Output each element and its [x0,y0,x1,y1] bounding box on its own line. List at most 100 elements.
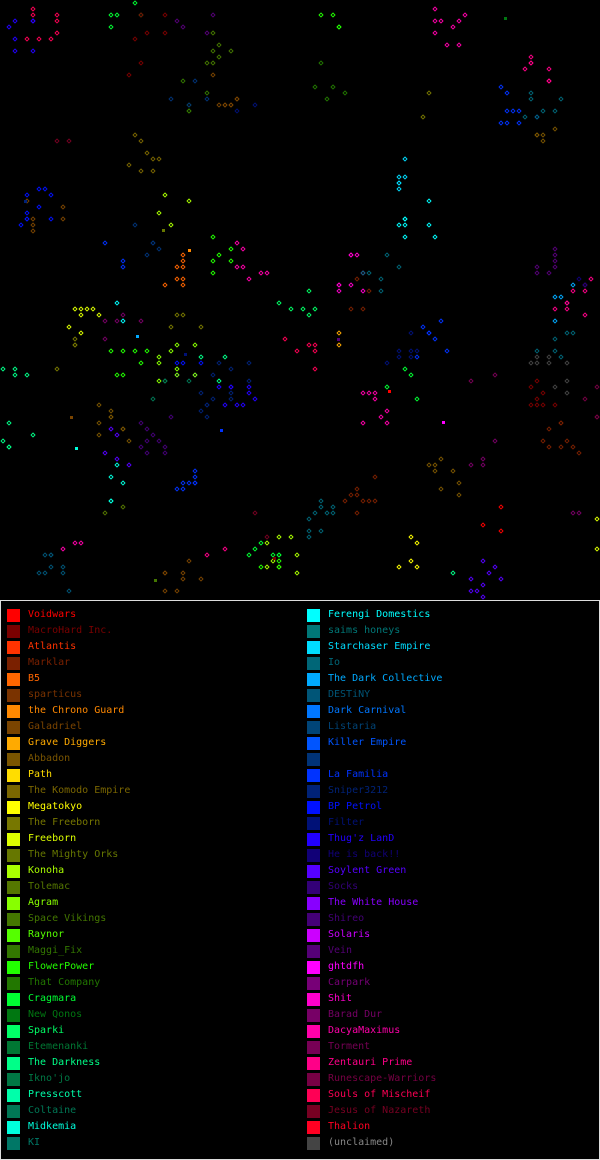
star-system-marker[interactable] [168,348,174,354]
star-system-marker[interactable] [210,60,216,66]
star-system-marker[interactable] [60,204,66,210]
star-system-marker[interactable] [150,432,156,438]
star-system-marker[interactable] [360,498,366,504]
star-system-marker[interactable] [228,102,234,108]
star-system-marker[interactable] [402,156,408,162]
star-system-marker[interactable] [180,576,186,582]
star-system-marker[interactable] [360,420,366,426]
star-system-marker[interactable] [138,444,144,450]
star-system-marker[interactable] [450,570,456,576]
star-system-marker[interactable] [144,252,150,258]
star-system-marker[interactable] [162,30,168,36]
star-system-marker[interactable] [114,300,120,306]
star-system-marker[interactable] [42,552,48,558]
star-system-marker[interactable] [570,444,576,450]
star-system-marker[interactable] [252,510,258,516]
star-system-marker[interactable] [138,318,144,324]
star-system-marker[interactable] [78,540,84,546]
star-system-marker[interactable] [318,504,324,510]
star-system-marker[interactable] [186,378,192,384]
star-system-marker[interactable] [306,516,312,522]
star-system-marker[interactable] [108,408,114,414]
star-system-marker[interactable] [528,402,534,408]
star-system-marker[interactable] [150,156,156,162]
star-system-marker[interactable] [120,372,126,378]
star-system-marker[interactable] [198,354,204,360]
star-system-marker[interactable] [198,390,204,396]
star-system-marker[interactable] [318,528,324,534]
star-system-marker[interactable] [6,420,12,426]
star-system-marker[interactable] [72,342,78,348]
star-system-marker[interactable] [468,588,474,594]
star-system-marker[interactable] [582,312,588,318]
star-system-marker[interactable] [426,462,432,468]
star-system-marker[interactable] [120,480,126,486]
star-system-marker[interactable] [408,558,414,564]
star-system-marker[interactable] [174,264,180,270]
star-system-marker[interactable] [426,222,432,228]
star-system-marker[interactable] [504,90,510,96]
star-system-marker[interactable] [30,228,36,234]
star-system-marker[interactable] [30,216,36,222]
star-system-marker[interactable] [366,390,372,396]
star-system-marker[interactable] [408,348,414,354]
star-system-marker[interactable] [156,378,162,384]
star-system-marker[interactable] [24,210,30,216]
star-system-marker[interactable] [534,354,540,360]
star-system-marker[interactable] [168,414,174,420]
star-system-marker[interactable] [522,66,528,72]
star-system-marker[interactable] [360,306,366,312]
star-system-marker[interactable] [60,564,66,570]
star-system-marker[interactable] [396,186,402,192]
star-system-marker[interactable] [342,498,348,504]
star-system-marker[interactable] [480,558,486,564]
star-system-marker[interactable] [408,354,414,360]
star-system-marker[interactable] [36,570,42,576]
star-system-marker[interactable] [174,18,180,24]
star-system-marker[interactable] [438,456,444,462]
star-system-marker[interactable] [318,498,324,504]
star-system-marker[interactable] [114,432,120,438]
star-system-marker[interactable] [354,252,360,258]
star-system-marker[interactable] [576,450,582,456]
star-system-marker[interactable] [582,282,588,288]
star-system-marker[interactable] [216,360,222,366]
star-system-marker[interactable] [498,84,504,90]
star-system-marker[interactable] [576,510,582,516]
star-system-marker[interactable] [126,462,132,468]
star-system-marker[interactable] [114,318,120,324]
star-system-marker[interactable] [210,30,216,36]
star-system-marker[interactable] [6,24,12,30]
star-system-marker[interactable] [114,12,120,18]
star-system-marker[interactable] [576,276,582,282]
star-system-marker[interactable] [180,570,186,576]
star-system-marker[interactable] [198,360,204,366]
star-system-marker[interactable] [126,72,132,78]
star-system-marker[interactable] [174,366,180,372]
star-system-marker[interactable] [276,552,282,558]
star-system-marker[interactable] [378,288,384,294]
star-system-marker[interactable] [12,372,18,378]
star-system-marker[interactable] [336,24,342,30]
star-system-marker[interactable] [120,318,126,324]
star-system-marker[interactable] [210,372,216,378]
star-system-marker[interactable] [210,48,216,54]
star-system-marker[interactable] [414,540,420,546]
star-system-marker[interactable] [24,192,30,198]
star-system-marker[interactable] [234,96,240,102]
star-system-marker[interactable] [336,282,342,288]
star-system-marker[interactable] [60,570,66,576]
star-system-marker[interactable] [546,360,552,366]
star-system-marker[interactable] [102,450,108,456]
star-system-marker[interactable] [456,480,462,486]
star-system-marker[interactable] [582,288,588,294]
star-system-marker[interactable] [528,90,534,96]
star-system-marker[interactable] [180,24,186,30]
star-system-marker[interactable] [162,588,168,594]
star-system-marker[interactable] [120,504,126,510]
star-system-marker[interactable] [138,12,144,18]
star-system-marker[interactable] [354,510,360,516]
star-system-marker[interactable] [6,444,12,450]
star-system-marker[interactable] [270,552,276,558]
star-system-marker[interactable] [360,390,366,396]
